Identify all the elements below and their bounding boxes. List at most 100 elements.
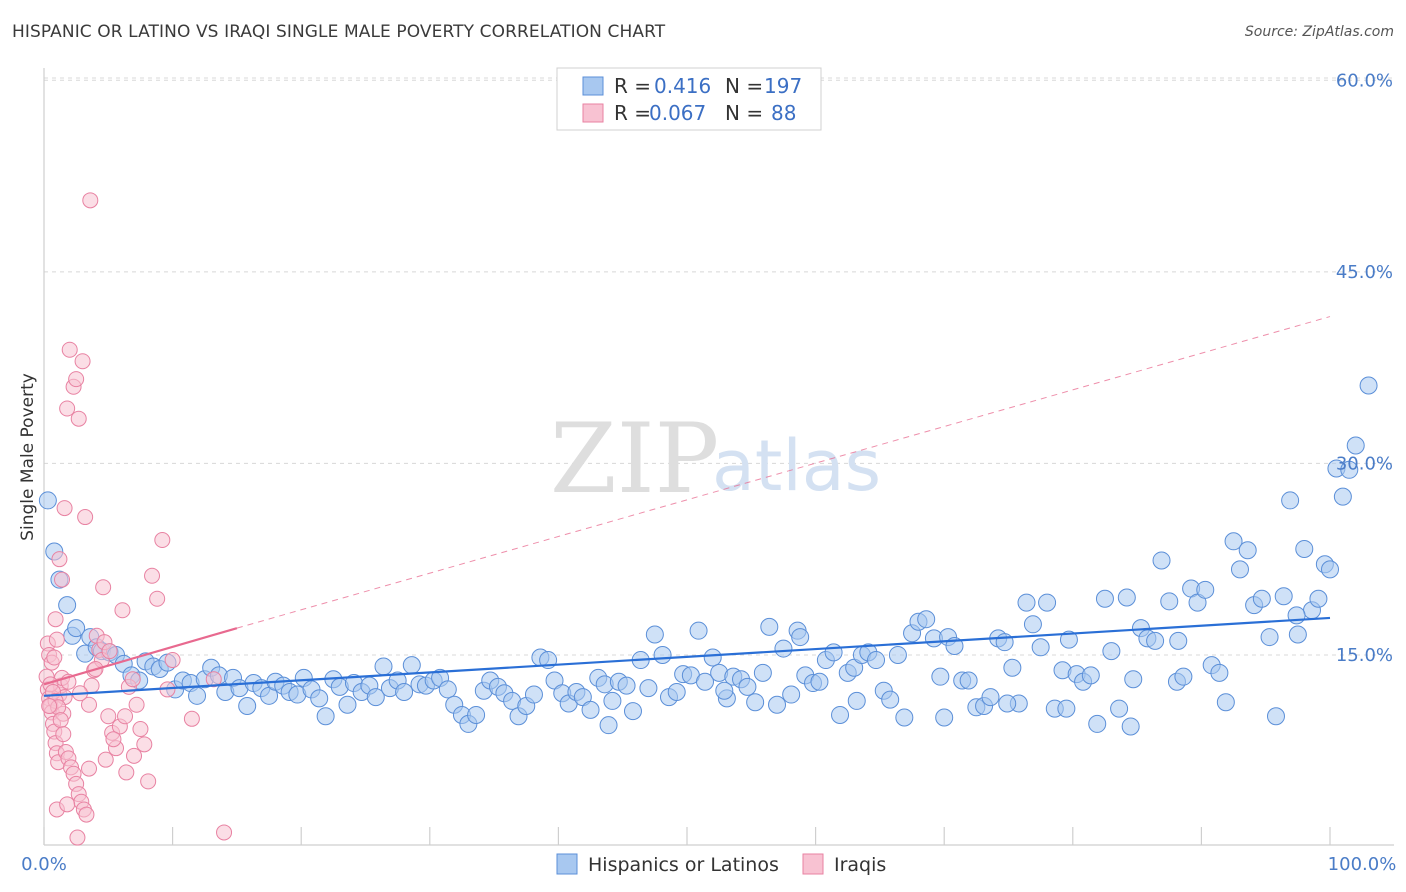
trend-lines (43, 316, 1331, 697)
legend: R = 0.416 N = 197 R = 0.067 N = 88 (556, 67, 822, 131)
trend-line-iraqis-extrapolated (236, 316, 1331, 629)
data-point-iraqi (205, 671, 222, 688)
data-point-iraqi (118, 764, 135, 781)
y-axis-label: Single Male Poverty (18, 373, 38, 541)
data-point-hispanic (467, 705, 486, 724)
legend-r-label-blue: R = (614, 74, 651, 98)
data-point-hispanic (1038, 593, 1057, 612)
data-point-hispanic (617, 676, 636, 695)
data-point-hispanic (238, 697, 257, 716)
data-point-hispanic (1117, 588, 1136, 607)
data-point-hispanic (1238, 541, 1257, 560)
source-label: Source: ZipAtlas.com (1244, 24, 1394, 40)
data-point-iraqi (82, 192, 99, 209)
data-point-hispanic (338, 695, 357, 714)
data-point-hispanic (738, 677, 757, 696)
data-point-hispanic (703, 648, 722, 667)
data-point-hispanic (1059, 630, 1078, 649)
data-point-hispanic (1057, 699, 1076, 718)
bottom-legend: Hispanics or Latinos Iraqis (556, 853, 886, 876)
data-point-iraqi (144, 567, 161, 584)
data-point-hispanic (1210, 663, 1229, 682)
data-point-hispanic (1124, 670, 1143, 689)
data-point-hispanic (1281, 491, 1300, 510)
watermark-zip: ZIP (550, 403, 719, 515)
data-point-hispanic (831, 705, 850, 724)
legend-n-label-blue: N = (725, 74, 763, 98)
data-point-hispanic (188, 686, 207, 705)
data-point-hispanic (374, 657, 393, 676)
data-point-iraqi (183, 710, 200, 727)
data-point-hispanic (1110, 699, 1129, 718)
data-point-hispanic (768, 695, 787, 714)
data-point-iraqi (56, 500, 73, 517)
data-point-hispanic (67, 619, 86, 638)
x-tick-label: 100.0% (1328, 854, 1397, 875)
data-point-hispanic (1121, 717, 1140, 736)
data-point-iraqi (54, 571, 71, 588)
legend-n-value-pink: 88 (771, 101, 796, 125)
data-point-hispanic (1340, 460, 1359, 479)
data-point-hispanic (38, 491, 57, 510)
data-point-hispanic (438, 680, 457, 699)
trend-line-iraqis (43, 627, 238, 686)
data-point-iraqi (100, 708, 117, 725)
data-point-hispanic (1088, 714, 1107, 733)
data-point-hispanic (1031, 638, 1050, 657)
data-point-iraqi (164, 652, 181, 669)
data-point-iraqi (51, 551, 68, 568)
legend-n-label-pink: N = (725, 101, 763, 125)
data-point-iraqi (59, 796, 76, 813)
data-point-hispanic (1081, 666, 1100, 685)
data-point-hispanic (696, 672, 715, 691)
data-point-hispanic (935, 708, 954, 727)
data-point-hispanic (1003, 658, 1022, 677)
watermark-atlas: atlas (712, 425, 881, 507)
data-point-iraqi (101, 643, 118, 660)
data-point-iraqi (68, 371, 85, 388)
data-point-hispanic (810, 672, 829, 691)
data-point-iraqi (69, 829, 86, 846)
axes (43, 68, 1394, 846)
y-tick-label: 45.0% (1336, 262, 1393, 283)
data-point-iraqi (78, 806, 95, 823)
data-point-iraqi (154, 532, 171, 549)
data-point-hispanic (824, 643, 843, 662)
data-point-hispanic (1359, 376, 1378, 395)
data-point-hispanic (959, 671, 978, 690)
data-point-hispanic (581, 700, 600, 719)
y-tick-label: 60.0% (1336, 70, 1393, 91)
data-point-hispanic (395, 682, 414, 701)
data-point-hispanic (402, 656, 421, 675)
data-point-hispanic (1230, 560, 1249, 579)
data-point-hispanic (1152, 551, 1171, 570)
tick-labels: 15.0% 30.0% 45.0% 60.0% 0.0% 100.0% (21, 70, 1396, 875)
data-point-hispanic (524, 685, 543, 704)
data-point-hispanic (58, 596, 77, 615)
bottom-legend-swatch-blue (556, 853, 578, 875)
data-point-hispanic (653, 645, 672, 664)
data-point-hispanic (867, 651, 886, 670)
data-point-iraqi (105, 731, 122, 748)
data-point-iraqi (47, 611, 64, 628)
data-point-hispanic (774, 639, 793, 658)
data-point-hispanic (746, 693, 765, 712)
data-point-hispanic (1309, 589, 1328, 608)
data-point-hispanic (1266, 707, 1285, 726)
data-point-hispanic (760, 617, 779, 636)
x-tick-label: 0.0% (21, 854, 67, 875)
data-point-hispanic (895, 708, 914, 727)
data-point-iraqi (77, 509, 94, 526)
data-point-hispanic (1023, 615, 1042, 634)
y-tick-label: 15.0% (1336, 645, 1393, 666)
series-hispanics (38, 376, 1378, 736)
data-point-hispanic (1216, 693, 1235, 712)
data-point-iraqi (55, 726, 72, 743)
data-point-hispanic (981, 688, 1000, 707)
data-point-iraqi (140, 773, 157, 790)
data-point-iraqi (117, 708, 134, 725)
data-point-iraqi (81, 760, 98, 777)
data-point-hispanic (1017, 593, 1036, 612)
legend-n-value-blue: 197 (764, 74, 802, 98)
